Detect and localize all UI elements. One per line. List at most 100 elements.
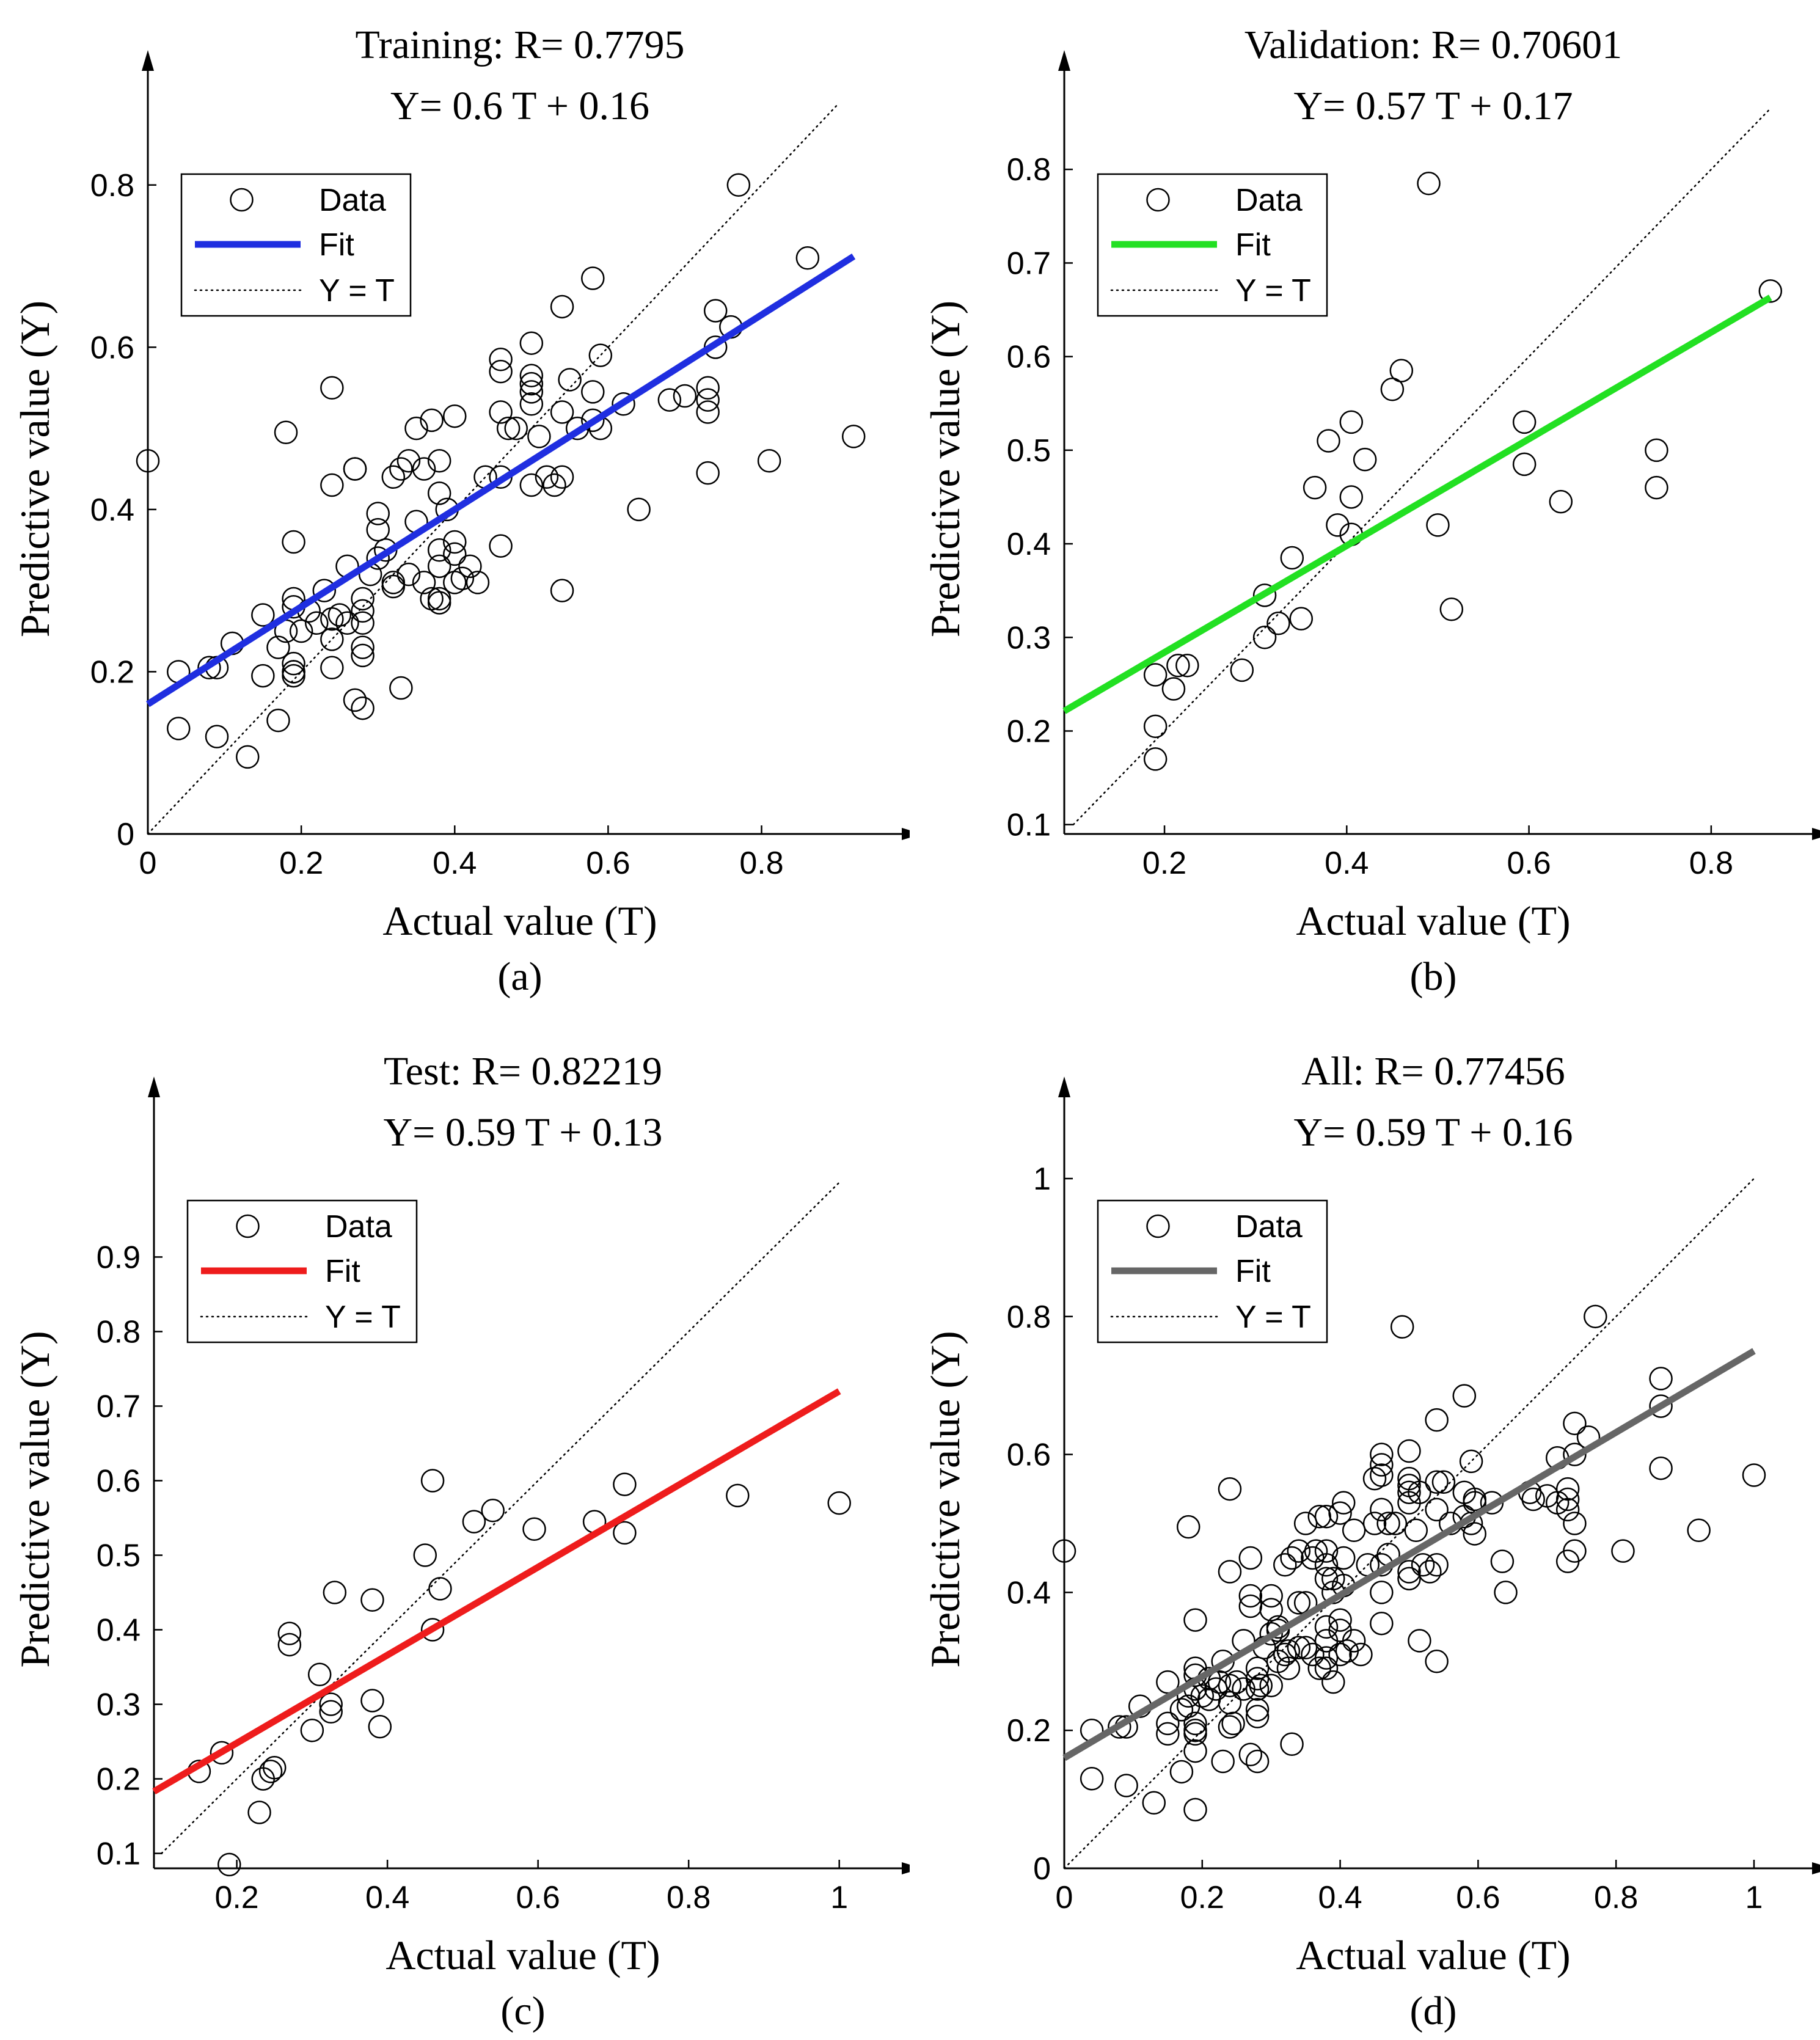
panel-caption: (c) — [500, 1989, 545, 2033]
data-point — [673, 384, 697, 408]
fit-line — [152, 1388, 841, 1794]
y-tick-label: 0.6 — [90, 330, 134, 365]
data-point — [1301, 1546, 1325, 1570]
data-point — [696, 388, 720, 412]
data-point — [1293, 1636, 1318, 1659]
data-point — [427, 448, 451, 473]
data-point — [1370, 1442, 1394, 1466]
data-point — [351, 643, 375, 668]
chart-title: Test: R= 0.82219 — [384, 1049, 662, 1094]
data-point — [205, 725, 229, 748]
legend-data-marker — [230, 188, 254, 212]
x-tick-label: 1 — [1745, 1880, 1763, 1915]
data-point — [1287, 1636, 1311, 1659]
data-point — [462, 1510, 486, 1534]
data-point — [210, 1741, 234, 1765]
data-point — [1301, 1642, 1325, 1667]
legend-identity-label: Y = T — [1235, 1300, 1311, 1335]
y-tick-label: 0.5 — [97, 1538, 141, 1574]
y-tick-label: 0.8 — [1007, 152, 1051, 188]
x-tick-label: 0.2 — [214, 1880, 258, 1915]
data-point — [696, 376, 720, 400]
legend-fit-label: Fit — [325, 1254, 360, 1289]
data-point — [519, 331, 544, 355]
data-point — [1418, 1560, 1442, 1584]
y-tick-label: 0.4 — [1007, 527, 1051, 562]
data-point — [1156, 1722, 1180, 1746]
data-point — [1362, 1512, 1387, 1535]
x-axis-label: Actual value (T) — [386, 1932, 660, 1978]
y-axis-label: Predictive value (Y) — [12, 301, 58, 637]
data-point — [458, 554, 482, 579]
data-point — [581, 380, 605, 404]
data-point — [519, 380, 544, 404]
data-point — [657, 388, 682, 412]
data-point — [1321, 1670, 1345, 1694]
data-point — [304, 611, 329, 635]
data-point — [1314, 1504, 1339, 1529]
data-point — [1287, 1539, 1311, 1563]
data-point — [1266, 612, 1290, 635]
data-point — [197, 656, 221, 680]
data-point — [282, 651, 305, 676]
chart-title: All: R= 0.77456 — [1301, 1049, 1565, 1094]
data-point — [1245, 1705, 1270, 1728]
y-tick-label: 0.6 — [1007, 1438, 1051, 1473]
data-point — [307, 1662, 332, 1686]
data-point — [550, 294, 574, 319]
data-point — [1370, 1611, 1394, 1636]
data-point — [1611, 1539, 1635, 1563]
data-point — [504, 416, 528, 441]
data-point — [1349, 1642, 1373, 1667]
y-tick-label: 0.4 — [1007, 1575, 1051, 1610]
data-point — [427, 554, 451, 579]
data-point — [266, 708, 290, 733]
data-point — [527, 425, 551, 448]
data-point — [1425, 1553, 1449, 1577]
data-point — [366, 502, 390, 525]
data-point — [757, 448, 781, 473]
data-point — [1555, 1497, 1580, 1522]
y-axis-arrow — [148, 1077, 160, 1097]
data-point — [1563, 1512, 1587, 1535]
data-point — [420, 408, 444, 433]
x-tick-label: 0.6 — [1456, 1880, 1500, 1915]
data-point — [427, 591, 451, 615]
data-point — [1584, 1304, 1607, 1329]
identity-line — [161, 1182, 840, 1854]
data-point — [696, 400, 720, 424]
legend-fit-label: Fit — [1235, 227, 1271, 263]
data-point — [319, 1692, 343, 1716]
data-point — [277, 1632, 302, 1657]
data-point — [1052, 1539, 1076, 1563]
data-point — [1342, 1629, 1366, 1653]
data-point — [1328, 1501, 1352, 1525]
data-point — [1221, 1711, 1245, 1736]
chart-subtitle: Y= 0.6 T + 0.16 — [390, 84, 649, 128]
data-point — [1218, 1560, 1242, 1584]
data-point — [412, 457, 436, 481]
data-point — [1204, 1677, 1228, 1701]
data-point — [1252, 626, 1277, 649]
x-tick-label: 0.6 — [516, 1880, 560, 1915]
data-point — [1314, 1615, 1339, 1639]
data-point — [1280, 546, 1304, 570]
data-point — [360, 1689, 384, 1713]
legend-data-marker — [236, 1214, 260, 1238]
data-point — [1314, 1567, 1339, 1591]
data-point — [519, 473, 544, 497]
legend: Data Fit Y = T — [1097, 1199, 1328, 1344]
data-point — [351, 611, 375, 635]
data-point — [581, 408, 605, 433]
data-point — [1411, 1553, 1435, 1577]
data-point — [266, 635, 290, 659]
data-point — [1276, 1656, 1301, 1680]
x-tick-label: 0.6 — [1507, 846, 1551, 881]
data-point — [1218, 1691, 1242, 1715]
data-point — [1376, 1512, 1400, 1535]
data-point — [1397, 1439, 1421, 1463]
data-point — [1512, 452, 1537, 477]
data-point — [1383, 1512, 1408, 1535]
legend-identity-label: Y = T — [1235, 273, 1311, 309]
